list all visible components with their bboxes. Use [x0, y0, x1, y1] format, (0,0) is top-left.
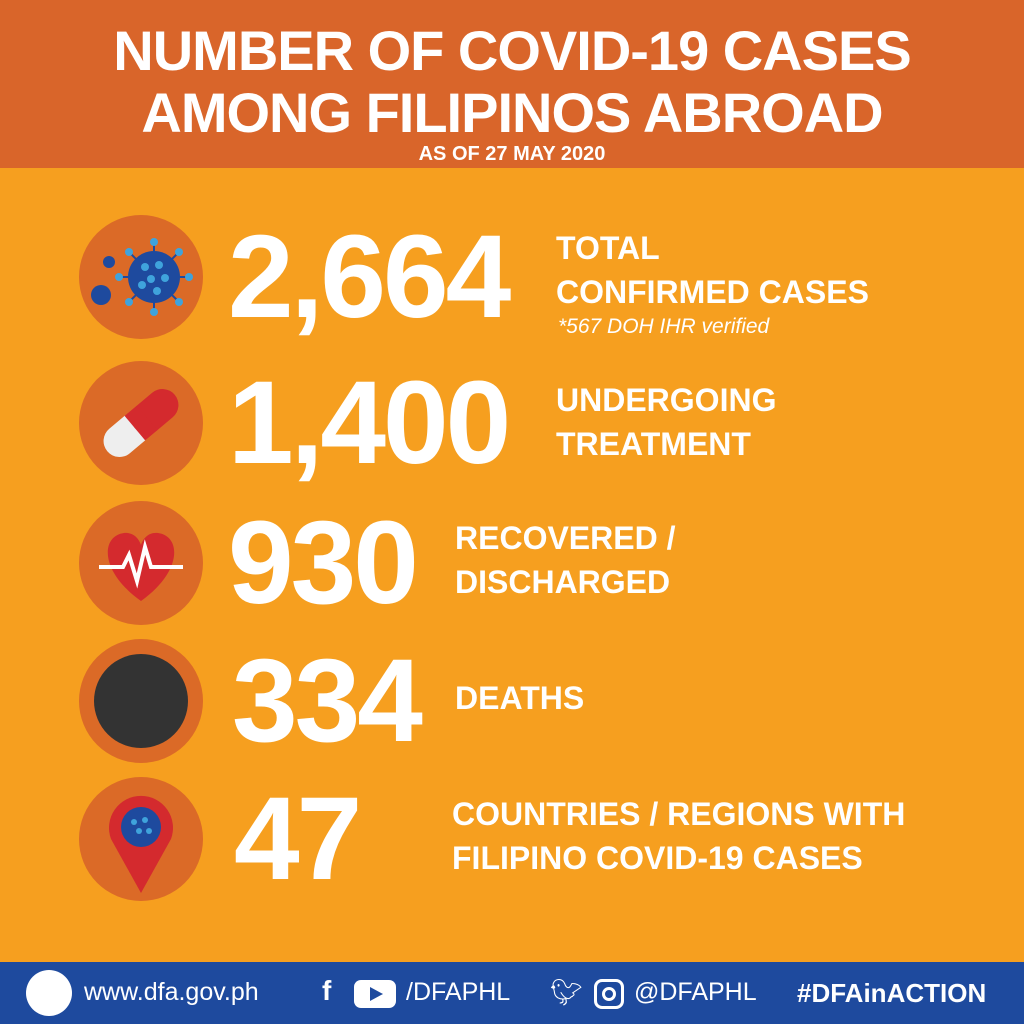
title-line-2: AMONG FILIPINOS ABROAD — [141, 81, 883, 144]
stat-value: 1,400 — [228, 357, 511, 489]
heart-pulse-icon — [79, 501, 203, 625]
stat-label: DEATHS — [455, 680, 585, 716]
subtitle: AS OF 27 MAY 2020 — [418, 143, 606, 165]
stat-label: TOTAL — [556, 230, 660, 266]
stat-total-confirmed: 2,664 TOTAL CONFIRMED CASES *567 DOH IHR… — [0, 212, 1024, 342]
instagram-icon[interactable] — [594, 979, 624, 1009]
stat-label: UNDERGOING — [556, 382, 777, 418]
stat-value: 930 — [228, 497, 419, 629]
black-circle-icon — [94, 654, 188, 748]
stat-undergoing-treatment: 1,400 UNDERGOING TREATMENT — [0, 358, 1024, 488]
stat-value: 2,664 — [228, 211, 511, 343]
stat-value: 334 — [232, 635, 423, 767]
stat-label: TREATMENT — [556, 426, 751, 462]
stat-label: COUNTRIES / REGIONS WITH — [452, 796, 906, 832]
stat-label: CONFIRMED CASES — [556, 274, 869, 310]
stat-label: FILIPINO COVID-19 CASES — [452, 840, 863, 876]
stat-value: 47 — [234, 773, 362, 905]
twitter-icon[interactable]: 🐦︎ — [550, 977, 584, 1007]
facebook-icon[interactable]: f — [322, 975, 332, 1006]
stat-deaths: 334 DEATHS — [0, 636, 1024, 766]
stat-countries: 47 COUNTRIES / REGIONS WITH FILIPINO COV… — [0, 774, 1024, 904]
dfa-seal-icon — [26, 970, 72, 1016]
stat-recovered: 930 RECOVERED / DISCHARGED — [0, 498, 1024, 628]
stat-label: DISCHARGED — [455, 564, 671, 600]
header: NUMBER OF COVID-19 CASES AMONG FILIPINOS… — [0, 0, 1024, 168]
title-line-1: NUMBER OF COVID-19 CASES — [113, 19, 911, 82]
pill-icon — [79, 361, 203, 485]
stat-label: RECOVERED / — [455, 520, 676, 556]
map-pin-virus-icon — [79, 777, 203, 901]
twitter-instagram-handle[interactable]: @DFAPHL — [634, 978, 757, 1006]
website-link[interactable]: www.dfa.gov.ph — [84, 978, 259, 1006]
stat-note: *567 DOH IHR verified — [558, 315, 770, 338]
hashtag: #DFAinACTION — [797, 978, 987, 1008]
footer: www.dfa.gov.ph f /DFAPHL 🐦︎ @DFAPHL #DFA… — [0, 962, 1024, 1024]
icon-circle — [79, 639, 203, 763]
youtube-icon[interactable] — [354, 980, 396, 1008]
virus-icon — [79, 215, 203, 339]
facebook-youtube-handle[interactable]: /DFAPHL — [406, 978, 511, 1006]
